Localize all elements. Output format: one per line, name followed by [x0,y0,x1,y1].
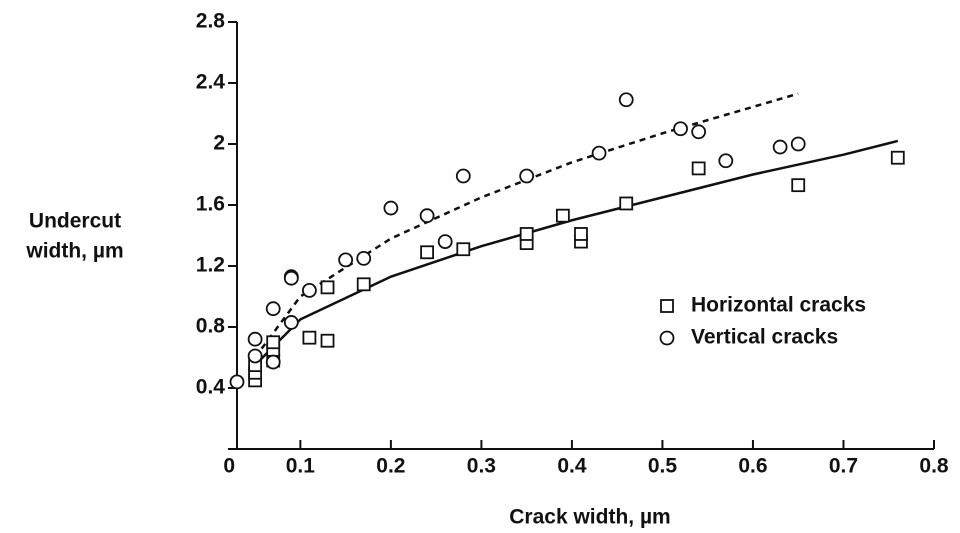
x-tick-label: 0.7 [829,455,858,478]
data-point [791,178,806,193]
x-axis-label: Crack width, µm [509,506,670,529]
data-point [265,354,281,370]
data-point [456,242,471,257]
data-point [890,150,905,165]
legend-label: Vertical cracks [691,326,838,349]
data-point [338,252,354,268]
data-point [247,331,263,347]
y-tick-label: 0.8 [196,315,226,338]
x-tick-label: 0.6 [738,455,767,478]
y-tick-label: 2.8 [196,10,226,33]
data-point [419,208,435,224]
y-tick-label: 2 [213,132,225,155]
data-point [555,208,570,223]
data-point [420,245,434,260]
x-tick-label: 0.5 [648,455,678,478]
data-point [302,330,317,345]
data-point [673,121,688,137]
x-tick-label: 0.4 [557,455,587,478]
data-point [772,139,788,155]
y-tick-label: 2.4 [196,71,226,94]
y-axis-label: Undercut [29,210,121,233]
legend-marker [660,299,674,313]
data-point [591,145,607,161]
data-point [437,234,453,250]
data-point [302,282,317,298]
data-point [320,333,335,348]
data-point [618,92,634,108]
x-tick-label: 0.3 [467,455,496,478]
data-point [519,227,534,241]
y-tick-label: 1.2 [196,254,225,277]
data-point [356,277,371,292]
data-point [247,348,263,364]
data-point [691,124,707,140]
y-axis-label: width, µm [25,240,123,263]
data-point [356,250,372,266]
x-tick-label: 0.8 [919,455,949,478]
data-point [718,153,734,169]
data-point [790,136,806,152]
x-tick-label: 0.2 [376,455,405,478]
fit-curve [254,92,799,359]
data-point [519,168,535,184]
data-point [691,161,706,176]
y-tick-label: 0 [223,455,235,478]
data-point [265,301,281,317]
x-tick-label: 0.1 [286,455,316,478]
data-point [266,335,281,350]
legend-label: Horizontal cracks [691,294,866,317]
data-point [320,280,335,295]
y-tick-label: 1.6 [196,193,225,216]
legend-marker [659,330,675,346]
data-point [455,168,471,184]
data-point [229,374,245,390]
data-point [383,200,399,216]
data-point [619,196,634,211]
data-point [283,270,299,286]
data-point [574,227,588,241]
fit-curve [254,139,899,367]
data-point [283,315,299,330]
y-tick-label: 0.4 [196,376,226,399]
